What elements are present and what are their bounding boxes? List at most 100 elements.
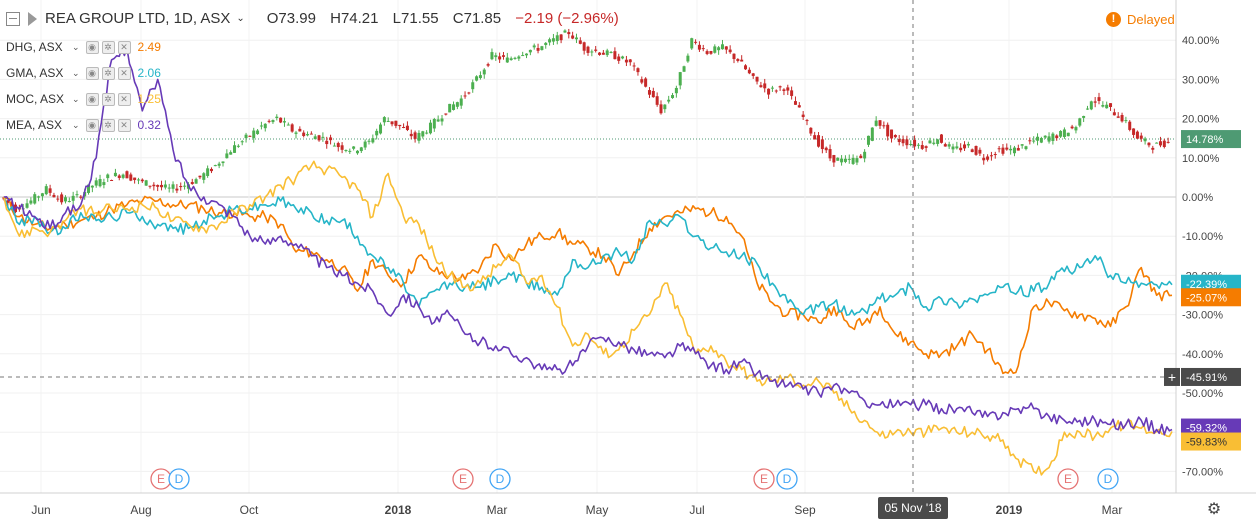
crosshair-plus-icon[interactable] bbox=[1164, 367, 1180, 386]
legend-item-mea[interactable]: MEA, ASX ⌄ ◉ ✲ ✕ 0.32 bbox=[6, 116, 161, 134]
flag-icon[interactable] bbox=[28, 11, 37, 26]
chevron-down-icon[interactable]: ⌄ bbox=[72, 93, 80, 104]
candle-body bbox=[1062, 129, 1066, 137]
candle-body bbox=[1074, 127, 1078, 131]
candle-body bbox=[1124, 120, 1128, 122]
eye-icon[interactable]: ◉ bbox=[85, 118, 99, 132]
eye-icon[interactable]: ◉ bbox=[85, 92, 99, 106]
legend-item-label: DHG, ASX bbox=[6, 40, 63, 54]
candle-body bbox=[705, 51, 709, 54]
candle-body bbox=[290, 124, 294, 132]
candle-body bbox=[213, 165, 217, 167]
x-tick-label: Mar bbox=[1102, 503, 1123, 517]
candle-body bbox=[920, 145, 924, 149]
candle-body bbox=[75, 194, 79, 196]
candle-body bbox=[1158, 141, 1162, 146]
candle-body bbox=[943, 144, 947, 147]
chevron-down-icon[interactable]: ⌄ bbox=[72, 67, 80, 78]
candle-body bbox=[882, 125, 886, 127]
candle-body bbox=[402, 126, 406, 128]
moc-series-badge-label: -59.83% bbox=[1186, 437, 1227, 449]
candle-body bbox=[655, 96, 659, 105]
candle-body bbox=[455, 102, 459, 107]
candle-body bbox=[279, 117, 283, 123]
y-tick-label: -50.00% bbox=[1182, 388, 1223, 400]
legend-item-dhg[interactable]: DHG, ASX ⌄ ◉ ✲ ✕ 2.49 bbox=[6, 38, 161, 56]
symbol-title[interactable]: REA GROUP LTD, 1D, ASX bbox=[45, 10, 231, 27]
candle-body bbox=[747, 69, 751, 74]
dividend-marker-label: D bbox=[175, 472, 184, 486]
candle-body bbox=[348, 150, 352, 152]
candle-body bbox=[302, 132, 306, 136]
candle-body bbox=[56, 198, 60, 200]
candle-body bbox=[459, 98, 463, 106]
dividend-marker[interactable] bbox=[776, 468, 798, 490]
close-icon[interactable]: ✕ bbox=[117, 92, 131, 106]
legend-item-gma[interactable]: GMA, ASX ⌄ ◉ ✲ ✕ 2.06 bbox=[6, 64, 161, 82]
candle-body bbox=[678, 72, 682, 86]
candle-body bbox=[863, 151, 867, 159]
candle-body bbox=[947, 144, 951, 147]
gear-icon[interactable]: ✲ bbox=[101, 92, 115, 106]
eye-icon[interactable]: ◉ bbox=[85, 40, 99, 54]
candle-body bbox=[1005, 147, 1009, 150]
gear-icon[interactable]: ✲ bbox=[101, 118, 115, 132]
candle-body bbox=[1001, 147, 1005, 154]
candle-body bbox=[790, 90, 794, 96]
earnings-marker[interactable] bbox=[753, 468, 775, 490]
candle-body bbox=[751, 73, 755, 76]
chevron-down-icon[interactable]: ⌄ bbox=[236, 13, 245, 24]
close-icon[interactable]: ✕ bbox=[117, 66, 131, 80]
candle-body bbox=[913, 139, 917, 147]
candle-body bbox=[928, 140, 932, 144]
candle-body bbox=[256, 130, 260, 135]
candle-body bbox=[336, 143, 340, 148]
candle-body bbox=[697, 44, 701, 50]
gma-series-badge-label: -22.39% bbox=[1186, 279, 1227, 291]
collapse-toggle-icon[interactable] bbox=[6, 11, 20, 26]
candle-body bbox=[720, 44, 724, 50]
gear-icon[interactable]: ✲ bbox=[101, 66, 115, 80]
candle-body bbox=[782, 89, 786, 92]
candle-body bbox=[206, 168, 210, 176]
candle-body bbox=[736, 59, 740, 61]
candle-body bbox=[144, 180, 148, 186]
earnings-marker[interactable] bbox=[452, 468, 474, 490]
candle-body bbox=[6, 200, 10, 203]
candle-body bbox=[1162, 140, 1166, 148]
candle-body bbox=[786, 87, 790, 91]
candle-body bbox=[813, 135, 817, 140]
earnings-marker[interactable] bbox=[1057, 468, 1079, 490]
chevron-down-icon[interactable]: ⌄ bbox=[72, 119, 80, 130]
legend-item-moc[interactable]: MOC, ASX ⌄ ◉ ✲ ✕ 1.25 bbox=[6, 90, 161, 108]
settings-gear-icon[interactable]: ⚙ bbox=[1206, 501, 1222, 518]
chevron-down-icon[interactable]: ⌄ bbox=[72, 41, 80, 52]
dividend-marker[interactable] bbox=[168, 468, 190, 490]
candle-body bbox=[1082, 115, 1086, 118]
candle-body bbox=[259, 125, 263, 127]
gear-icon[interactable]: ✲ bbox=[101, 40, 115, 54]
candle-body bbox=[870, 127, 874, 141]
candle-body bbox=[667, 99, 671, 102]
candle-body bbox=[525, 53, 529, 56]
candle-body bbox=[490, 52, 494, 60]
eye-icon[interactable]: ◉ bbox=[85, 66, 99, 80]
candle-body bbox=[52, 194, 56, 198]
legend-item-value: 0.32 bbox=[137, 118, 161, 132]
candle-body bbox=[121, 174, 125, 178]
candle-body bbox=[671, 95, 675, 99]
dividend-marker[interactable] bbox=[489, 468, 511, 490]
candle-body bbox=[532, 45, 536, 48]
candle-body bbox=[728, 49, 732, 53]
delayed-badge[interactable]: ! Delayed bbox=[1106, 12, 1175, 27]
candle-body bbox=[156, 185, 160, 187]
candle-body bbox=[843, 158, 847, 162]
candle-body bbox=[363, 141, 367, 148]
close-icon[interactable]: ✕ bbox=[117, 118, 131, 132]
candle-body bbox=[175, 188, 179, 191]
dividend-marker[interactable] bbox=[1097, 468, 1119, 490]
candle-body bbox=[179, 186, 183, 188]
close-icon[interactable]: ✕ bbox=[117, 40, 131, 54]
candle-body bbox=[94, 180, 98, 186]
